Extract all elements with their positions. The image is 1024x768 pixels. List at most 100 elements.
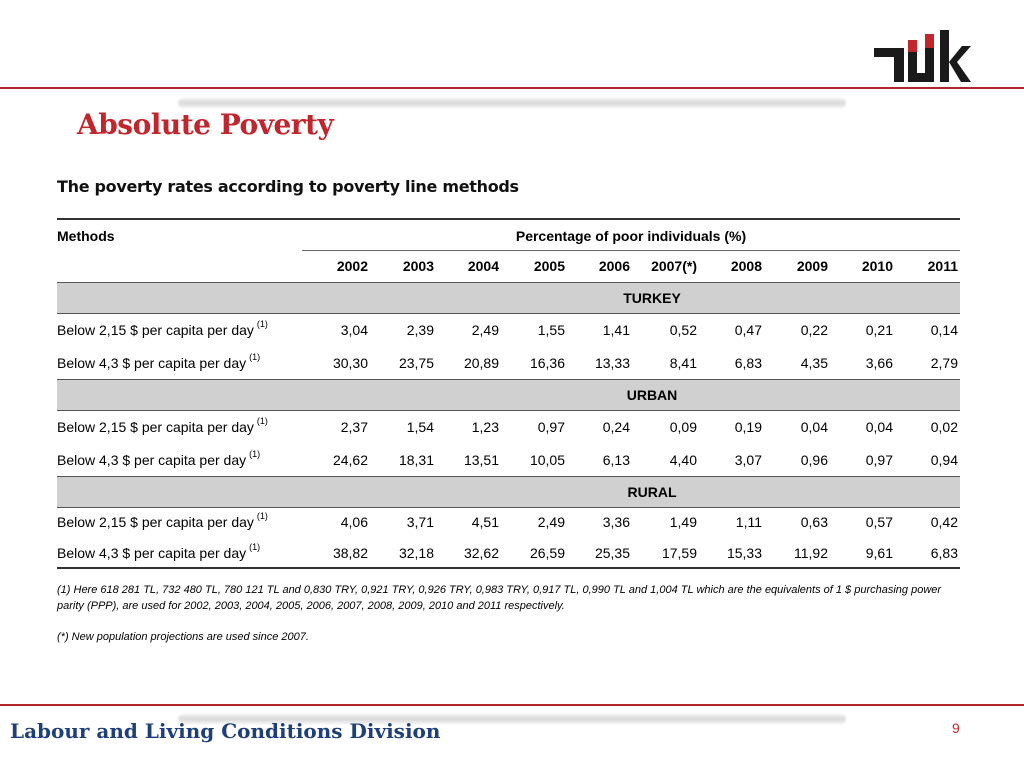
row-label: Below 4,3 $ per capita per day (1) — [57, 542, 261, 561]
table-cell: 26,59 — [529, 545, 565, 561]
table-cell: 6,83 — [930, 545, 958, 561]
row-label: Below 2,15 $ per capita per day (1) — [57, 511, 268, 530]
table-cell: 1,23 — [471, 419, 499, 435]
year-header: 2010 — [861, 258, 893, 274]
table-cell: 20,89 — [463, 355, 499, 371]
method-label: Below 4,3 $ per capita per day — [57, 355, 247, 371]
table-cell: 0,04 — [800, 419, 828, 435]
year-header: 2008 — [730, 258, 762, 274]
table-cell: 3,36 — [602, 514, 630, 530]
table-cell: 6,83 — [734, 355, 762, 371]
table-cell: 0,57 — [865, 514, 893, 530]
section-band-turkey: TURKEY — [57, 282, 960, 314]
year-header: 2003 — [402, 258, 434, 274]
table-cell: 0,22 — [800, 322, 828, 338]
table-cell: 1,55 — [537, 322, 565, 338]
year-header: 2006 — [598, 258, 630, 274]
header-shadow — [178, 98, 846, 108]
table-cell: 38,82 — [332, 545, 368, 561]
table-cell: 2,39 — [406, 322, 434, 338]
table-cell: 6,13 — [602, 452, 630, 468]
group-header: Percentage of poor individuals (%) — [515, 228, 747, 244]
table-cell: 32,62 — [463, 545, 499, 561]
section-label: TURKEY — [623, 290, 681, 306]
division-name: Labour and Living Conditions Division — [10, 719, 441, 743]
method-label: Below 2,15 $ per capita per day — [57, 419, 254, 435]
table-bottom-rule — [57, 567, 960, 569]
table-cell: 8,41 — [669, 355, 697, 371]
footnote-ref: (1) — [249, 449, 261, 459]
table-cell: 0,04 — [865, 419, 893, 435]
year-header: 2004 — [467, 258, 499, 274]
footnote-ref: (1) — [249, 352, 261, 362]
year-header: 2009 — [796, 258, 828, 274]
table-cell: 1,41 — [602, 322, 630, 338]
table-cell: 24,62 — [332, 452, 368, 468]
row-label: Below 4,3 $ per capita per day (1) — [57, 449, 261, 468]
table-cell: 0,97 — [865, 452, 893, 468]
footnote-ref: (1) — [256, 416, 268, 426]
table-cell: 13,33 — [594, 355, 630, 371]
table-cell: 0,97 — [537, 419, 565, 435]
header-divider — [0, 87, 1024, 89]
table-cell: 0,47 — [734, 322, 762, 338]
year-header: 2007(*) — [651, 258, 697, 274]
table-cell: 3,04 — [340, 322, 368, 338]
table-cell: 0,96 — [800, 452, 828, 468]
table-cell: 0,63 — [800, 514, 828, 530]
table-cell: 4,51 — [471, 514, 499, 530]
table-cell: 3,07 — [734, 452, 762, 468]
section-band-urban: URBAN — [57, 379, 960, 411]
year-header: 2011 — [927, 258, 958, 274]
row-label: Below 4,3 $ per capita per day (1) — [57, 352, 261, 371]
footer-shadow — [178, 714, 846, 724]
methods-header: Methods — [57, 228, 115, 244]
method-label: Below 4,3 $ per capita per day — [57, 545, 247, 561]
method-label: Below 2,15 $ per capita per day — [57, 322, 254, 338]
table-cell: 0,02 — [930, 419, 958, 435]
table-cell: 4,40 — [669, 452, 697, 468]
table-subtitle: The poverty rates according to poverty l… — [57, 177, 519, 196]
table-cell: 15,33 — [726, 545, 762, 561]
table-cell: 1,11 — [735, 514, 762, 530]
table-cell: 10,05 — [529, 452, 565, 468]
table-cell: 2,49 — [471, 322, 499, 338]
footnote-ref: (1) — [249, 542, 261, 552]
footnote-projections: (*) New population projections are used … — [57, 631, 309, 643]
footnote-ppp: (1) Here 618 281 TL, 732 480 TL, 780 121… — [57, 584, 942, 612]
footnote-ref: (1) — [256, 511, 268, 521]
tuik-logo — [872, 28, 972, 84]
row-label: Below 2,15 $ per capita per day (1) — [57, 319, 268, 338]
page-title: Absolute Poverty — [77, 108, 334, 141]
table-cell: 1,54 — [406, 419, 434, 435]
table-cell: 0,14 — [930, 322, 958, 338]
table-cell: 0,52 — [669, 322, 697, 338]
table-cell: 0,19 — [734, 419, 762, 435]
table-cell: 0,94 — [930, 452, 958, 468]
section-band-rural: RURAL — [57, 476, 960, 508]
table-cell: 2,49 — [537, 514, 565, 530]
method-label: Below 4,3 $ per capita per day — [57, 452, 247, 468]
footnote-ref: (1) — [256, 319, 268, 329]
table-cell: 1,49 — [669, 514, 697, 530]
table-cell: 4,35 — [800, 355, 828, 371]
row-label: Below 2,15 $ per capita per day (1) — [57, 416, 268, 435]
table-cell: 0,21 — [865, 322, 893, 338]
table-cell: 3,71 — [406, 514, 434, 530]
table-cell: 18,31 — [398, 452, 434, 468]
table-cell: 0,24 — [602, 419, 630, 435]
table-cell: 11,92 — [794, 545, 828, 561]
year-header: 2005 — [533, 258, 565, 274]
table-cell: 25,35 — [594, 545, 630, 561]
table-cell: 17,59 — [661, 545, 697, 561]
table-cell: 16,36 — [529, 355, 565, 371]
year-header: 2002 — [336, 258, 368, 274]
table-cell: 0,09 — [669, 419, 697, 435]
table-cell: 32,18 — [398, 545, 434, 561]
table-cell: 23,75 — [398, 355, 434, 371]
table-cell: 30,30 — [332, 355, 368, 371]
header-rule — [302, 250, 960, 251]
table-cell: 3,66 — [865, 355, 893, 371]
table-cell: 13,51 — [463, 452, 499, 468]
footer-divider — [0, 704, 1024, 706]
